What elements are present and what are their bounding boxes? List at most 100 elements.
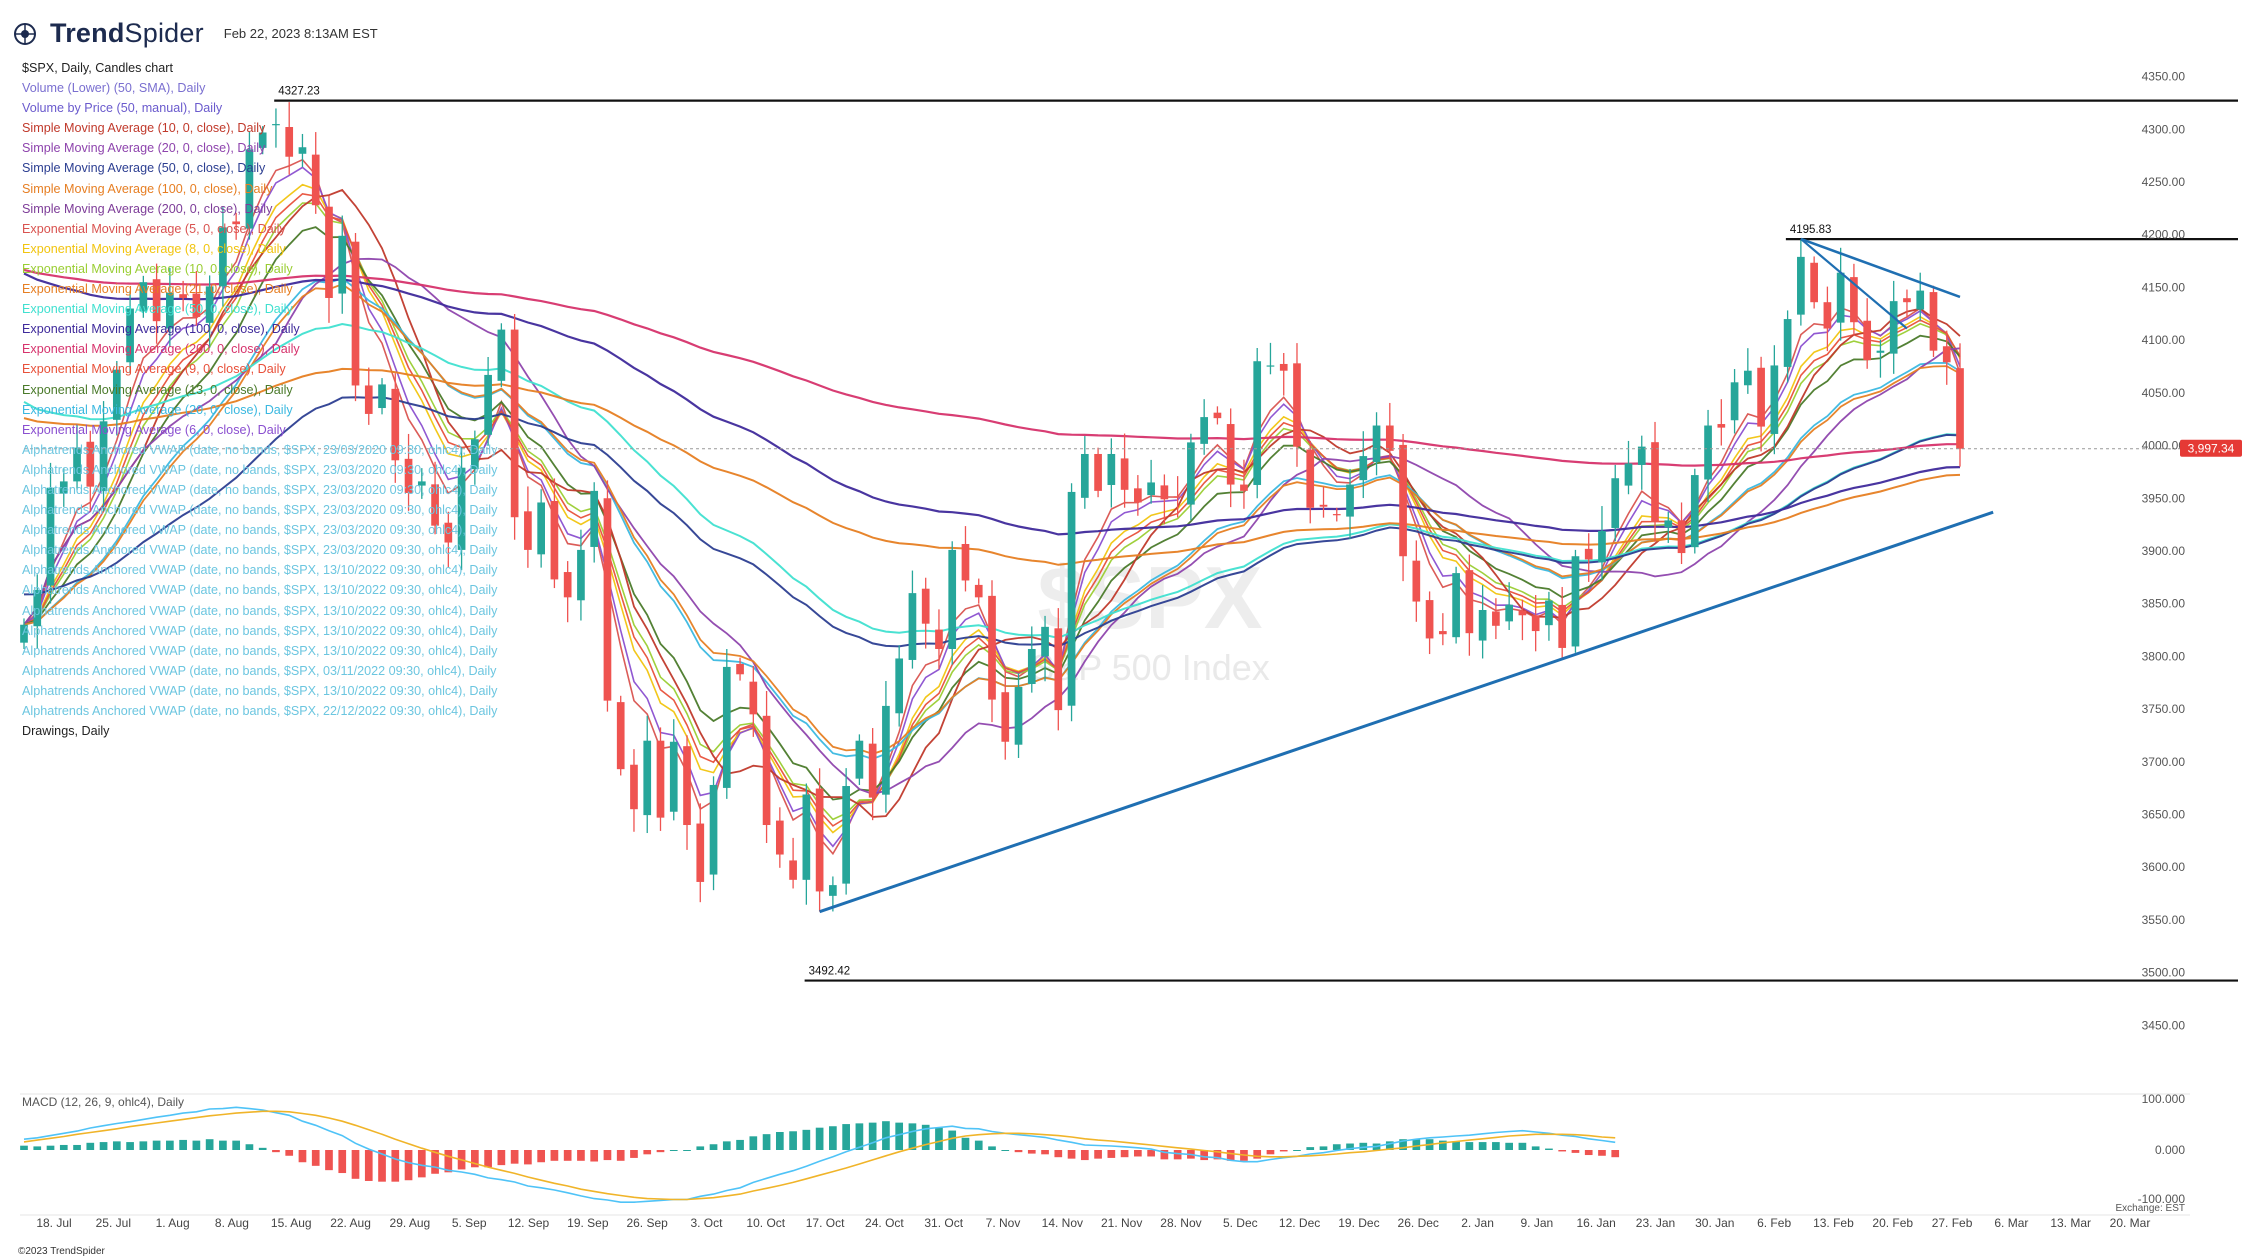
macd-histogram-bar [46, 1145, 55, 1150]
x-tick-label: 13. Mar [2050, 1216, 2091, 1230]
macd-tick-zero: 0.000 [2155, 1143, 2185, 1157]
candle [1346, 468, 1354, 540]
macd-histogram-bar [1213, 1150, 1222, 1160]
legend-item[interactable]: Volume by Price (50, manual), Daily [22, 101, 223, 116]
candle [471, 430, 479, 485]
candle [669, 719, 678, 821]
legend-item[interactable]: Exponential Moving Average (20, 0, close… [22, 402, 293, 417]
candle [1836, 247, 1845, 341]
x-tick-label: 3. Oct [690, 1216, 723, 1230]
macd-histogram-bar [603, 1150, 612, 1161]
legend-item[interactable]: Drawings, Daily [22, 724, 110, 739]
legend-item[interactable]: Alphatrends Anchored VWAP (date, no band… [22, 643, 498, 658]
legend-item[interactable]: Alphatrends Anchored VWAP (date, no band… [22, 503, 498, 518]
candle [1306, 440, 1315, 524]
legend-item[interactable]: Alphatrends Anchored VWAP (date, no band… [22, 543, 498, 558]
candle [1452, 566, 1460, 644]
legend-item[interactable]: Simple Moving Average (100, 0, close), D… [22, 181, 273, 196]
macd-histogram-bar [298, 1150, 307, 1163]
legend-item[interactable]: Exponential Moving Average (5, 0, close)… [22, 221, 286, 236]
x-tick-label: 28. Nov [1160, 1216, 1201, 1230]
x-tick-label: 16. Jan [1576, 1216, 1615, 1230]
macd-histogram-bar [1611, 1150, 1620, 1158]
candle [842, 768, 850, 895]
macd-histogram-bar [417, 1150, 426, 1178]
horizontal-levels[interactable]: 4327.23 4195.83 3492.42 [24, 86, 2238, 982]
legend-item[interactable]: Exponential Moving Average (10, 0, close… [22, 261, 293, 276]
macd-histogram-bar [1346, 1143, 1354, 1150]
legend-item[interactable]: Alphatrends Anchored VWAP (date, no band… [22, 442, 498, 457]
candle [1624, 440, 1633, 495]
macd-histogram-bar [1067, 1150, 1076, 1159]
candle [431, 461, 439, 535]
legend-item[interactable]: Exponential Moving Average (9, 0, close)… [22, 362, 286, 377]
macd-histogram-bar [1014, 1150, 1023, 1153]
legend-item[interactable]: $SPX, Daily, Candles chart [22, 61, 173, 75]
candle [510, 314, 519, 540]
legend-item[interactable]: Alphatrends Anchored VWAP (date, no band… [22, 683, 498, 698]
x-tick-label: 23. Jan [1636, 1216, 1675, 1230]
macd-histogram-bar [988, 1146, 996, 1150]
candle [1916, 272, 1925, 321]
legend-item[interactable]: Alphatrends Anchored VWAP (date, no band… [22, 704, 498, 718]
legend-item[interactable]: Alphatrends Anchored VWAP (date, no band… [22, 482, 498, 497]
macd-line [23, 1106, 1616, 1203]
trendlines[interactable] [819, 237, 1994, 914]
legend-item[interactable]: Exponential Moving Average (50, 0, close… [22, 302, 293, 317]
macd-histogram-bar [1147, 1150, 1155, 1157]
candle [1743, 348, 1752, 394]
candle [537, 489, 545, 568]
x-tick-label: 25. Jul [96, 1216, 131, 1230]
legend-item[interactable]: Exponential Moving Average (200, 0, clos… [22, 342, 300, 357]
legend-item[interactable]: Exponential Moving Average (100, 0, clos… [22, 322, 300, 337]
legend-item[interactable]: Alphatrends Anchored VWAP (date, no band… [22, 603, 498, 618]
x-tick-label: 5. Sep [452, 1216, 487, 1230]
candle [1863, 298, 1872, 369]
legend-item[interactable]: Alphatrends Anchored VWAP (date, no band… [22, 563, 498, 578]
legend-item[interactable]: Exponential Moving Average (6, 0, close)… [22, 422, 286, 437]
legend-item[interactable]: Exponential Moving Average (21, 0, close… [22, 282, 293, 297]
legend-item[interactable]: Volume (Lower) (50, SMA), Daily [22, 81, 206, 96]
candle [656, 727, 665, 831]
legend-item[interactable]: Simple Moving Average (20, 0, close), Da… [22, 141, 266, 156]
legend-item[interactable]: Simple Moving Average (10, 0, close), Da… [22, 121, 266, 136]
y-tick-label: 4300.00 [2142, 122, 2186, 136]
macd-panel: MACD (12, 26, 9, ohlc4), Daily 100.000 0… [20, 1092, 2185, 1214]
legend-item[interactable]: Alphatrends Anchored VWAP (date, no band… [22, 583, 498, 598]
macd-histogram-bar [1266, 1150, 1275, 1155]
legend-item[interactable]: Simple Moving Average (50, 0, close), Da… [22, 161, 266, 176]
candle [497, 323, 506, 388]
candle [1690, 468, 1699, 554]
legend-item[interactable]: Alphatrends Anchored VWAP (date, no band… [22, 623, 498, 638]
macd-histogram-bar [285, 1150, 294, 1156]
candle [1279, 353, 1288, 396]
candle [179, 280, 187, 312]
legend-item[interactable]: Exponential Moving Average (13, 0, close… [22, 382, 293, 397]
x-tick-label: 12. Sep [508, 1216, 550, 1230]
candle [1717, 399, 1726, 446]
macd-tick-bottom: -100.000 [2138, 1192, 2186, 1206]
candle [378, 378, 386, 415]
legend-item[interactable]: Alphatrends Anchored VWAP (date, no band… [22, 462, 498, 477]
candle [749, 666, 758, 737]
legend-item[interactable]: Simple Moving Average (200, 0, close), D… [22, 201, 273, 216]
x-tick-label: 14. Nov [1042, 1216, 1083, 1230]
candle [205, 275, 214, 348]
macd-histogram-bar [868, 1122, 877, 1150]
legend-item[interactable]: Alphatrends Anchored VWAP (date, no band… [22, 523, 498, 538]
candles[interactable] [20, 102, 1964, 912]
candle [1850, 263, 1858, 336]
macd-histogram-bar [1226, 1150, 1235, 1161]
legend-item[interactable]: Exponential Moving Average (8, 0, close)… [22, 241, 286, 256]
trendspider-logo-icon [14, 22, 36, 45]
legend-item[interactable]: Alphatrends Anchored VWAP (date, no band… [22, 663, 497, 678]
macd-histogram-bar [179, 1139, 187, 1150]
candle [73, 425, 81, 491]
candle [988, 580, 996, 723]
candle [444, 511, 453, 568]
moving-average-line [23, 257, 1961, 795]
candle [1903, 289, 1911, 318]
y-tick-label: 3800.00 [2142, 649, 2186, 663]
x-tick-label: 26. Dec [1398, 1216, 1439, 1230]
